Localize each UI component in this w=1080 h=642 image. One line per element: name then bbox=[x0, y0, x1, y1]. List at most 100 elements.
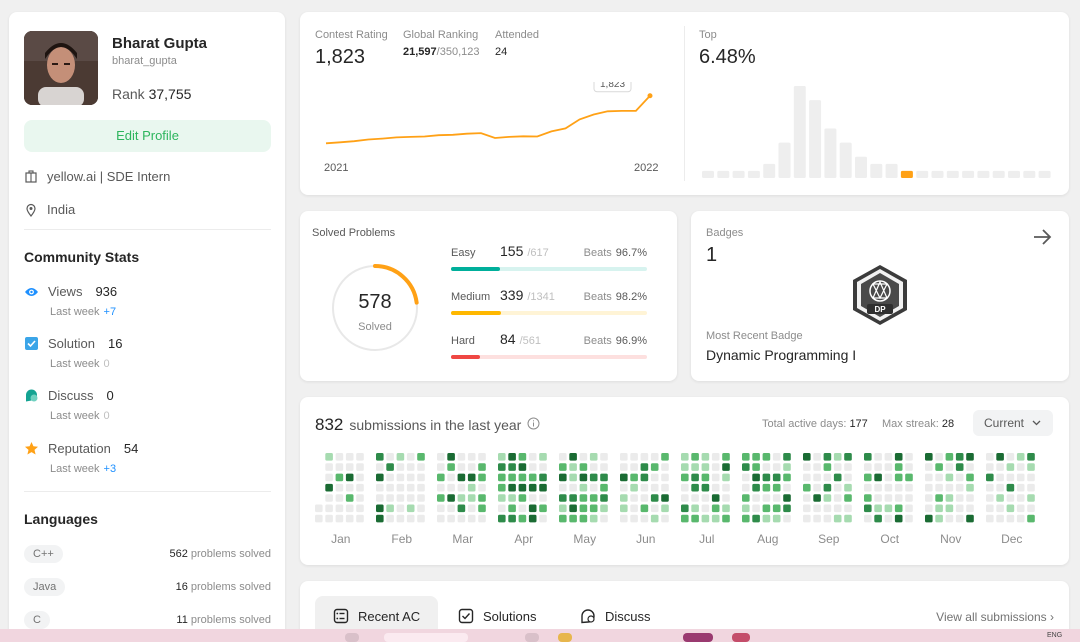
heatmap-cell[interactable] bbox=[1016, 463, 1025, 471]
heatmap-cell[interactable] bbox=[335, 453, 344, 461]
heatmap-cell[interactable] bbox=[996, 453, 1004, 461]
heatmap-cell[interactable] bbox=[783, 504, 791, 513]
heatmap-cell[interactable] bbox=[752, 453, 760, 461]
heatmap-cell[interactable] bbox=[508, 453, 516, 461]
heatmap-cell[interactable] bbox=[559, 453, 567, 461]
heatmap-cell[interactable] bbox=[783, 453, 791, 461]
heatmap-cell[interactable] bbox=[325, 514, 333, 523]
heatmap-cell[interactable] bbox=[1016, 473, 1025, 482]
heatmap-cell[interactable] bbox=[874, 483, 882, 492]
heatmap-cell[interactable] bbox=[437, 494, 445, 502]
heatmap-cell[interactable] bbox=[691, 453, 699, 461]
distribution-bar[interactable] bbox=[1023, 170, 1036, 178]
heatmap-cell[interactable] bbox=[996, 504, 1004, 513]
heatmap-cell[interactable] bbox=[966, 473, 974, 482]
heatmap-cell[interactable] bbox=[986, 504, 994, 513]
heatmap-cell[interactable] bbox=[498, 514, 506, 523]
heatmap-cell[interactable] bbox=[508, 463, 516, 471]
heatmap-cell[interactable] bbox=[884, 453, 893, 461]
heatmap-cell[interactable] bbox=[711, 453, 720, 461]
heatmap-cell[interactable] bbox=[701, 453, 710, 461]
heatmap-cell[interactable] bbox=[823, 463, 832, 471]
heatmap-cell[interactable] bbox=[722, 473, 730, 482]
heatmap-cell[interactable] bbox=[335, 504, 344, 513]
heatmap-cell[interactable] bbox=[315, 504, 323, 513]
distribution-bar[interactable] bbox=[1038, 170, 1051, 178]
heatmap-cell[interactable] bbox=[986, 494, 994, 502]
heatmap-cell[interactable] bbox=[772, 453, 781, 461]
heatmap-cell[interactable] bbox=[457, 514, 466, 523]
heatmap-cell[interactable] bbox=[417, 483, 425, 492]
heatmap-cell[interactable] bbox=[630, 453, 638, 461]
heatmap-cell[interactable] bbox=[528, 453, 537, 461]
heatmap-cell[interactable] bbox=[894, 453, 903, 461]
heatmap-cell[interactable] bbox=[742, 494, 750, 502]
heatmap-cell[interactable] bbox=[955, 473, 964, 482]
heatmap-cell[interactable] bbox=[518, 463, 527, 471]
heatmap-cell[interactable] bbox=[640, 463, 649, 471]
heatmap-cell[interactable] bbox=[498, 473, 506, 482]
heatmap-cell[interactable] bbox=[1027, 514, 1035, 523]
heatmap-cell[interactable] bbox=[722, 483, 730, 492]
heatmap-cell[interactable] bbox=[864, 494, 872, 502]
heatmap-cell[interactable] bbox=[467, 483, 476, 492]
distribution-bar[interactable] bbox=[702, 170, 714, 178]
heatmap-cell[interactable] bbox=[518, 483, 527, 492]
language-tag[interactable]: Java bbox=[24, 578, 66, 596]
heatmap-cell[interactable] bbox=[711, 473, 720, 482]
heatmap-cell[interactable] bbox=[406, 504, 415, 513]
heatmap-cell[interactable] bbox=[945, 473, 954, 482]
heatmap-cell[interactable] bbox=[569, 463, 577, 471]
heatmap-cell[interactable] bbox=[437, 453, 445, 461]
heatmap-cell[interactable] bbox=[467, 494, 476, 502]
heatmap-cell[interactable] bbox=[600, 473, 608, 482]
heatmap-cell[interactable] bbox=[823, 453, 832, 461]
heatmap-cell[interactable] bbox=[356, 504, 364, 513]
heatmap-cell[interactable] bbox=[539, 463, 547, 471]
heatmap-cell[interactable] bbox=[722, 463, 730, 471]
heatmap-cell[interactable] bbox=[986, 463, 994, 471]
heatmap-cell[interactable] bbox=[539, 453, 547, 461]
heatmap-cell[interactable] bbox=[691, 504, 699, 513]
heatmap-cell[interactable] bbox=[417, 504, 425, 513]
heatmap-cell[interactable] bbox=[752, 473, 760, 482]
heatmap-cell[interactable] bbox=[864, 504, 872, 513]
heatmap-cell[interactable] bbox=[1006, 483, 1015, 492]
heatmap-cell[interactable] bbox=[559, 473, 567, 482]
heatmap-cell[interactable] bbox=[681, 504, 689, 513]
heatmap-cell[interactable] bbox=[742, 473, 750, 482]
heatmap-cell[interactable] bbox=[844, 463, 852, 471]
heatmap-cell[interactable] bbox=[762, 494, 771, 502]
distribution-bar[interactable] bbox=[1008, 170, 1020, 178]
heatmap-cell[interactable] bbox=[691, 483, 699, 492]
heatmap-cell[interactable] bbox=[701, 514, 710, 523]
heatmap-cell[interactable] bbox=[996, 463, 1004, 471]
heatmap-cell[interactable] bbox=[955, 504, 964, 513]
heatmap-cell[interactable] bbox=[945, 453, 954, 461]
distribution-bar[interactable] bbox=[916, 170, 929, 178]
heatmap-cell[interactable] bbox=[579, 453, 588, 461]
heatmap-cell[interactable] bbox=[905, 453, 913, 461]
heatmap-cell[interactable] bbox=[630, 483, 638, 492]
heatmap-cell[interactable] bbox=[406, 514, 415, 523]
heatmap-cell[interactable] bbox=[711, 483, 720, 492]
heatmap-cell[interactable] bbox=[905, 494, 913, 502]
heatmap-cell[interactable] bbox=[447, 483, 455, 492]
heatmap-cell[interactable] bbox=[813, 453, 821, 461]
heatmap-cell[interactable] bbox=[386, 463, 394, 471]
heatmap-cell[interactable] bbox=[417, 473, 425, 482]
edit-profile-button[interactable]: Edit Profile bbox=[24, 120, 271, 152]
heatmap-cell[interactable] bbox=[681, 453, 689, 461]
heatmap-cell[interactable] bbox=[478, 473, 486, 482]
year-dropdown[interactable]: Current bbox=[973, 410, 1053, 436]
distribution-bar[interactable] bbox=[793, 86, 806, 178]
heatmap-cell[interactable] bbox=[498, 463, 506, 471]
heatmap-cell[interactable] bbox=[528, 494, 537, 502]
heatmap-cell[interactable] bbox=[539, 494, 547, 502]
heatmap-cell[interactable] bbox=[742, 514, 750, 523]
heatmap-cell[interactable] bbox=[356, 514, 364, 523]
heatmap-cell[interactable] bbox=[884, 483, 893, 492]
heatmap-cell[interactable] bbox=[905, 473, 913, 482]
heatmap-cell[interactable] bbox=[539, 483, 547, 492]
heatmap-cell[interactable] bbox=[478, 453, 486, 461]
